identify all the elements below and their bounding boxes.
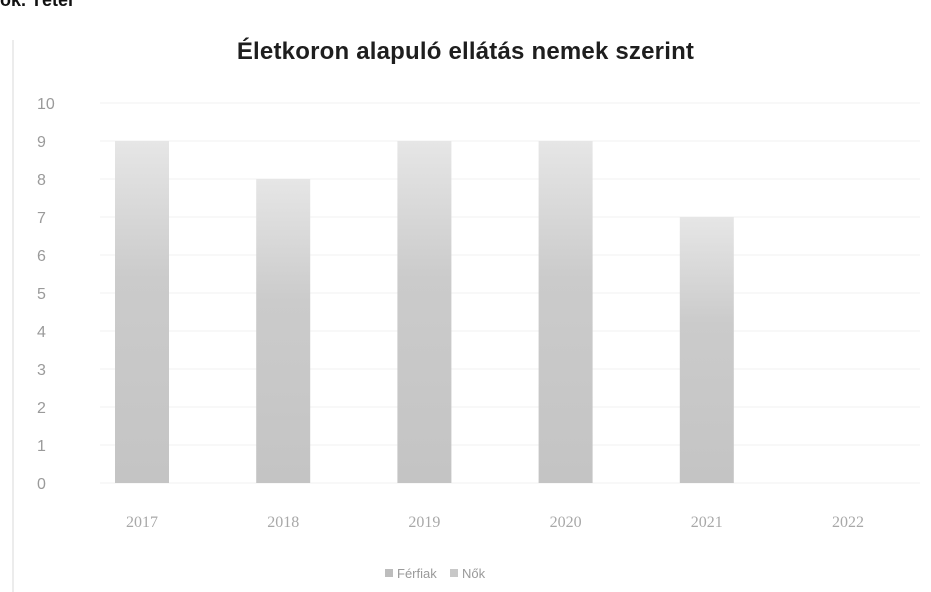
y-tick-label: 5 bbox=[37, 286, 46, 303]
legend: Férfiak Nők bbox=[385, 566, 486, 581]
x-tick-label: 2019 bbox=[408, 514, 440, 531]
legend-swatch bbox=[450, 569, 458, 577]
x-tick-label: 2018 bbox=[267, 514, 299, 531]
y-tick-label: 8 bbox=[37, 172, 46, 189]
bar-2018 bbox=[256, 179, 311, 483]
y-tick-label: 1 bbox=[37, 438, 46, 455]
y-tick-label: 4 bbox=[37, 324, 46, 341]
y-tick-label: 0 bbox=[37, 476, 46, 493]
legend-label: Nők bbox=[462, 566, 486, 581]
bar-2021 bbox=[679, 217, 734, 483]
y-tick-label: 6 bbox=[37, 248, 46, 265]
y-tick-label: 3 bbox=[37, 362, 46, 379]
y-tick-label: 2 bbox=[37, 400, 46, 417]
y-tick-label: 7 bbox=[37, 210, 46, 227]
x-tick-label: 2021 bbox=[691, 514, 723, 531]
gridlines bbox=[100, 102, 920, 484]
y-axis-ticks: 0 1 2 3 4 5 6 7 8 9 10 bbox=[37, 96, 55, 493]
legend-label: Férfiak bbox=[397, 566, 437, 581]
x-tick-label: 2017 bbox=[126, 514, 158, 531]
bar-2019 bbox=[397, 141, 452, 483]
x-tick-label: 2022 bbox=[832, 514, 864, 531]
page-margin-line bbox=[12, 40, 14, 592]
bar-2017 bbox=[115, 141, 169, 483]
x-tick-label: 2020 bbox=[550, 514, 582, 531]
chart-title: Életkoron alapuló ellátás nemek szerint bbox=[236, 38, 695, 65]
y-tick-label: 9 bbox=[37, 134, 46, 151]
cropped-heading-fragment: ok. Tétel bbox=[0, 0, 74, 10]
bar-2020 bbox=[538, 141, 593, 483]
bars bbox=[115, 141, 734, 483]
y-tick-label: 10 bbox=[37, 96, 55, 113]
x-axis-ticks: 2017 2018 2019 2020 2021 2022 bbox=[126, 514, 864, 531]
legend-swatch bbox=[385, 569, 393, 577]
